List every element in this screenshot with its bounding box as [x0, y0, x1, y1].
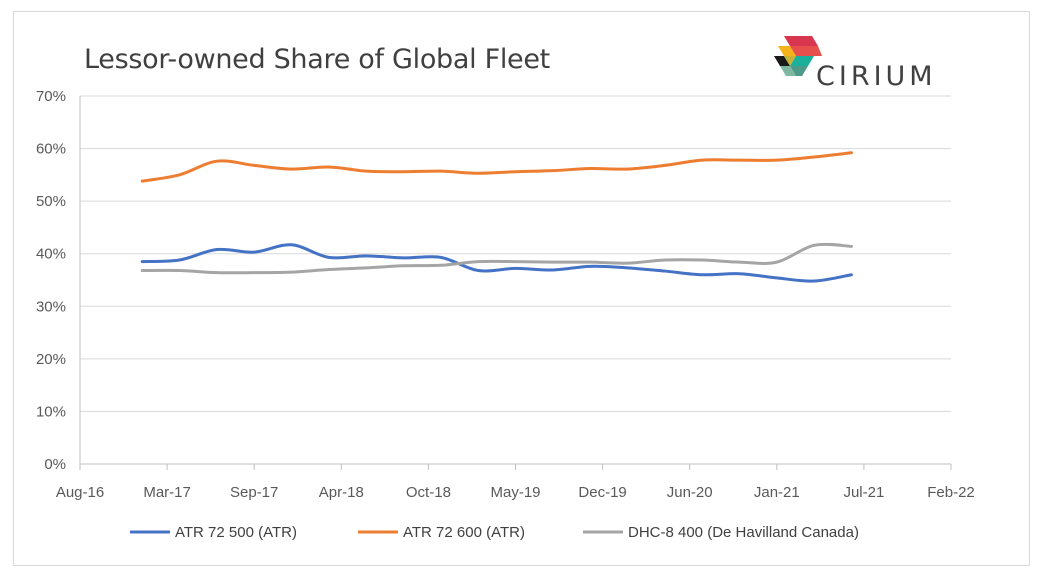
x-tick-label: May-19 — [490, 484, 540, 501]
x-tick-label: Apr-18 — [319, 484, 364, 501]
cirium-logo: CIRIUM — [774, 36, 937, 90]
y-tick-label: 30% — [36, 298, 66, 315]
legend: ATR 72 500 (ATR) ATR 72 600 (ATR) DHC-8 40… — [130, 524, 859, 541]
series-line-3 — [140, 242, 853, 275]
x-tick-label: Jan-21 — [754, 484, 800, 501]
series-line-1 — [140, 243, 853, 283]
x-tick-label: Oct-18 — [406, 484, 451, 501]
cirium-logo-mark — [774, 36, 822, 76]
gridlines — [80, 95, 951, 412]
series-lines — [140, 151, 853, 283]
legend-label: ATR 72 600 (ATR) — [403, 524, 525, 541]
chart-title: Lessor-owned Share of Global Fleet — [84, 44, 550, 75]
x-tick-label: Jul-21 — [843, 484, 884, 501]
y-tick-label: 70% — [36, 88, 66, 105]
y-tick-label: 0% — [44, 456, 66, 473]
y-tick-label: 40% — [36, 246, 66, 263]
chart-frame — [13, 11, 1030, 566]
x-tick-label: Sep-17 — [230, 484, 278, 501]
x-axis: Aug-16 Mar-17 Sep-17 Apr-18 Oct-18 May-19 Dec-… — [56, 463, 975, 501]
x-tick-label: Dec-19 — [578, 484, 626, 501]
cirium-logo-text: CIRIUM — [816, 61, 937, 90]
y-axis: 0% 10% 20% 30% 40% 50% 60% 70% — [36, 88, 81, 473]
legend-label: ATR 72 500 (ATR) — [175, 524, 297, 541]
x-tick-label: Mar-17 — [143, 484, 191, 501]
y-tick-label: 60% — [36, 141, 66, 158]
y-tick-label: 20% — [36, 351, 66, 368]
legend-label: DHC-8 400 (De Havilland Canada) — [628, 524, 859, 541]
y-tick-label: 50% — [36, 193, 66, 210]
x-tick-label: Aug-16 — [56, 484, 104, 501]
x-tick-label: Feb-22 — [927, 484, 975, 501]
y-tick-label: 10% — [36, 403, 66, 420]
series-line-2 — [140, 151, 853, 183]
x-tick-label: Jun-20 — [667, 484, 713, 501]
